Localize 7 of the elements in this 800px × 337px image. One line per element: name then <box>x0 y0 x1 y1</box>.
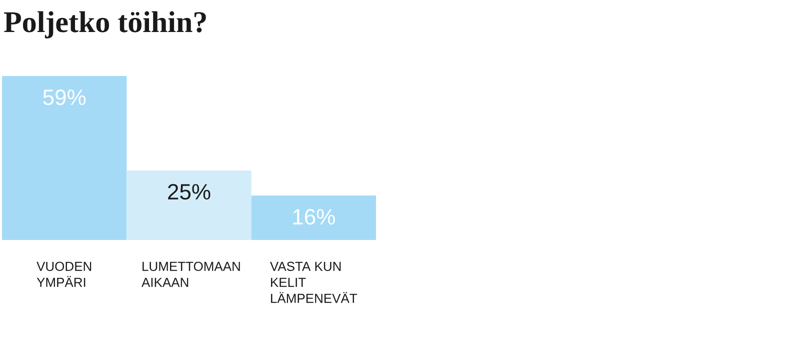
data-label: 59% <box>43 90 86 106</box>
x-tick-label: VASTA KUN KELIT LÄMPENEVÄT <box>270 262 358 303</box>
chart-title: Poljetko töihin? <box>4 11 206 38</box>
data-label: 25% <box>168 184 210 200</box>
data-label: 16% <box>293 209 335 225</box>
x-tick-label: LUMETTOMAAN AIKAAN <box>142 262 240 287</box>
x-tick-label: VUODEN YMPÄRI <box>36 262 92 287</box>
